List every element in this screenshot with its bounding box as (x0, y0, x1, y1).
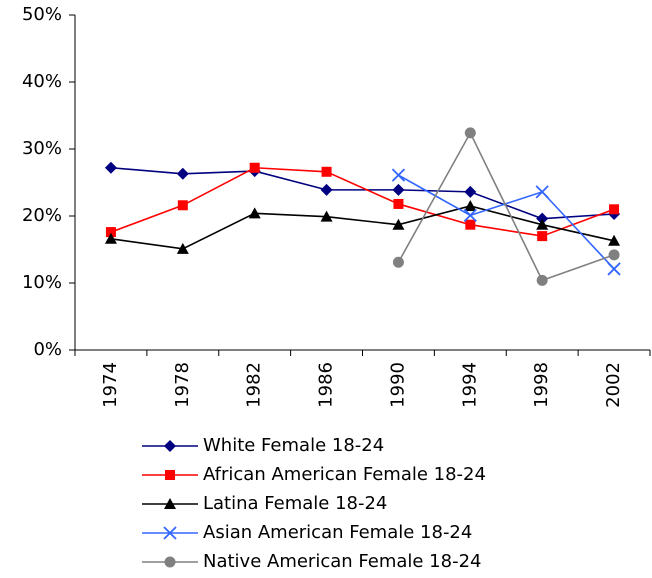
legend-item: Asian American Female 18-24 (142, 522, 472, 543)
marker (392, 256, 404, 268)
marker (321, 166, 332, 177)
marker (536, 218, 549, 230)
legend-label: Asian American Female 18-24 (203, 522, 472, 543)
legend-item: African American Female 18-24 (142, 464, 486, 485)
marker (608, 249, 620, 261)
legend-item: White Female 18-24 (142, 435, 384, 456)
marker (607, 262, 621, 276)
x-tick-label: 1982 (244, 362, 265, 408)
marker (537, 231, 548, 242)
marker (177, 200, 188, 211)
legend-item: Native American Female 18-24 (142, 551, 482, 572)
x-tick-label: 1974 (100, 362, 121, 408)
marker (163, 526, 177, 540)
marker (464, 185, 477, 198)
marker (104, 232, 117, 244)
x-tick-label: 1986 (316, 362, 337, 408)
series-line (398, 174, 615, 270)
marker (176, 167, 189, 180)
marker (464, 127, 476, 139)
y-tick-label: 40% (22, 71, 62, 92)
x-tick-label: 1990 (387, 362, 408, 408)
marker (536, 212, 549, 225)
y-tick-label: 0% (33, 339, 62, 360)
marker (463, 208, 477, 222)
legend-item: Latina Female 18-24 (142, 493, 387, 514)
marker (465, 219, 476, 230)
y-tick-label: 30% (22, 138, 62, 159)
legend-label: African American Female 18-24 (203, 464, 486, 485)
marker (104, 161, 117, 174)
x-tick-label: 1998 (531, 362, 552, 408)
y-tick-label: 20% (22, 205, 62, 226)
marker (536, 274, 548, 286)
marker (248, 207, 261, 219)
marker (249, 162, 260, 173)
legend-label: Latina Female 18-24 (203, 493, 387, 514)
series-line (110, 166, 615, 237)
marker (105, 227, 116, 238)
marker (320, 210, 333, 222)
marker (164, 440, 176, 452)
marker (164, 556, 176, 568)
marker (393, 198, 404, 209)
marker (320, 183, 333, 196)
marker (391, 168, 406, 182)
marker (392, 218, 405, 230)
marker (608, 234, 621, 246)
series-line (397, 131, 615, 282)
marker (164, 498, 176, 509)
marker (392, 183, 405, 196)
y-tick-label: 50% (22, 4, 62, 25)
x-tick-label: 1994 (459, 362, 480, 408)
x-tick-label: 1978 (172, 362, 193, 408)
y-tick-label: 10% (22, 272, 62, 293)
marker (609, 204, 620, 215)
marker (165, 470, 175, 480)
marker (535, 185, 549, 199)
marker (464, 199, 477, 211)
series-line (110, 205, 615, 250)
legend-label: Native American Female 18-24 (203, 551, 482, 572)
legend-label: White Female 18-24 (203, 435, 384, 456)
x-tick-label: 2002 (603, 362, 624, 408)
marker (176, 242, 189, 254)
series-line (110, 166, 615, 220)
